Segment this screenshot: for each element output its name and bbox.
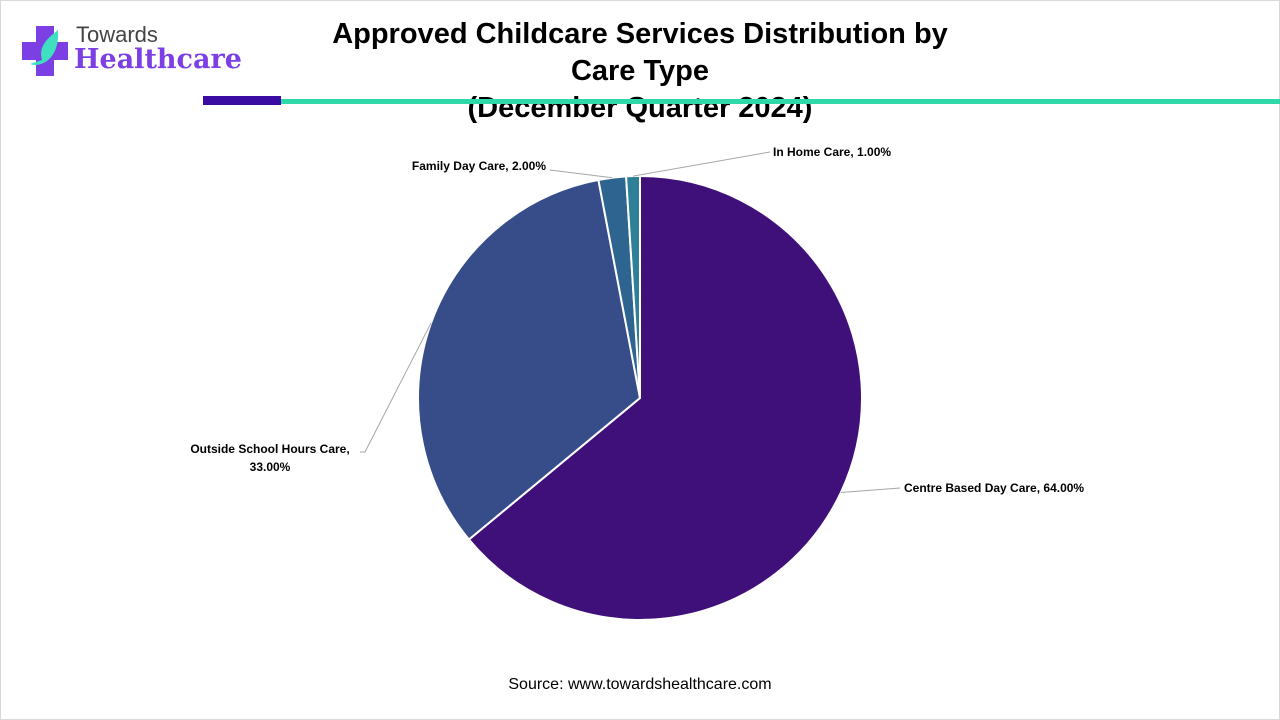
logo: Towards Healthcare [20,22,242,82]
leader-line [632,151,771,177]
data-label: In Home Care, 1.00% [773,145,891,159]
source-text: Source: www.towardshealthcare.com [508,676,772,693]
accent-bar-teal [281,99,1280,104]
data-label: 33.00% [250,460,291,474]
logo-text-bottom: Healthcare [74,44,242,75]
chart-title: Approved Childcare Services Distribution… [300,16,980,127]
title-line-2: (December Quarter 2024) [467,92,813,124]
pie-slice-in-home-care [624,174,641,399]
data-label: Outside School Hours Care, [190,442,349,456]
accent-bar-purple [203,96,281,105]
leader-line [360,322,432,453]
data-label: Centre Based Day Care, 64.00% [904,481,1084,495]
medical-cross-leaf-icon [22,26,68,76]
leader-line [549,169,613,179]
logo-text-top: Towards [76,22,158,47]
data-label: Family Day Care, 2.00% [412,159,546,173]
leader-line [840,487,901,494]
title-line-1: Approved Childcare Services Distribution… [332,18,948,87]
